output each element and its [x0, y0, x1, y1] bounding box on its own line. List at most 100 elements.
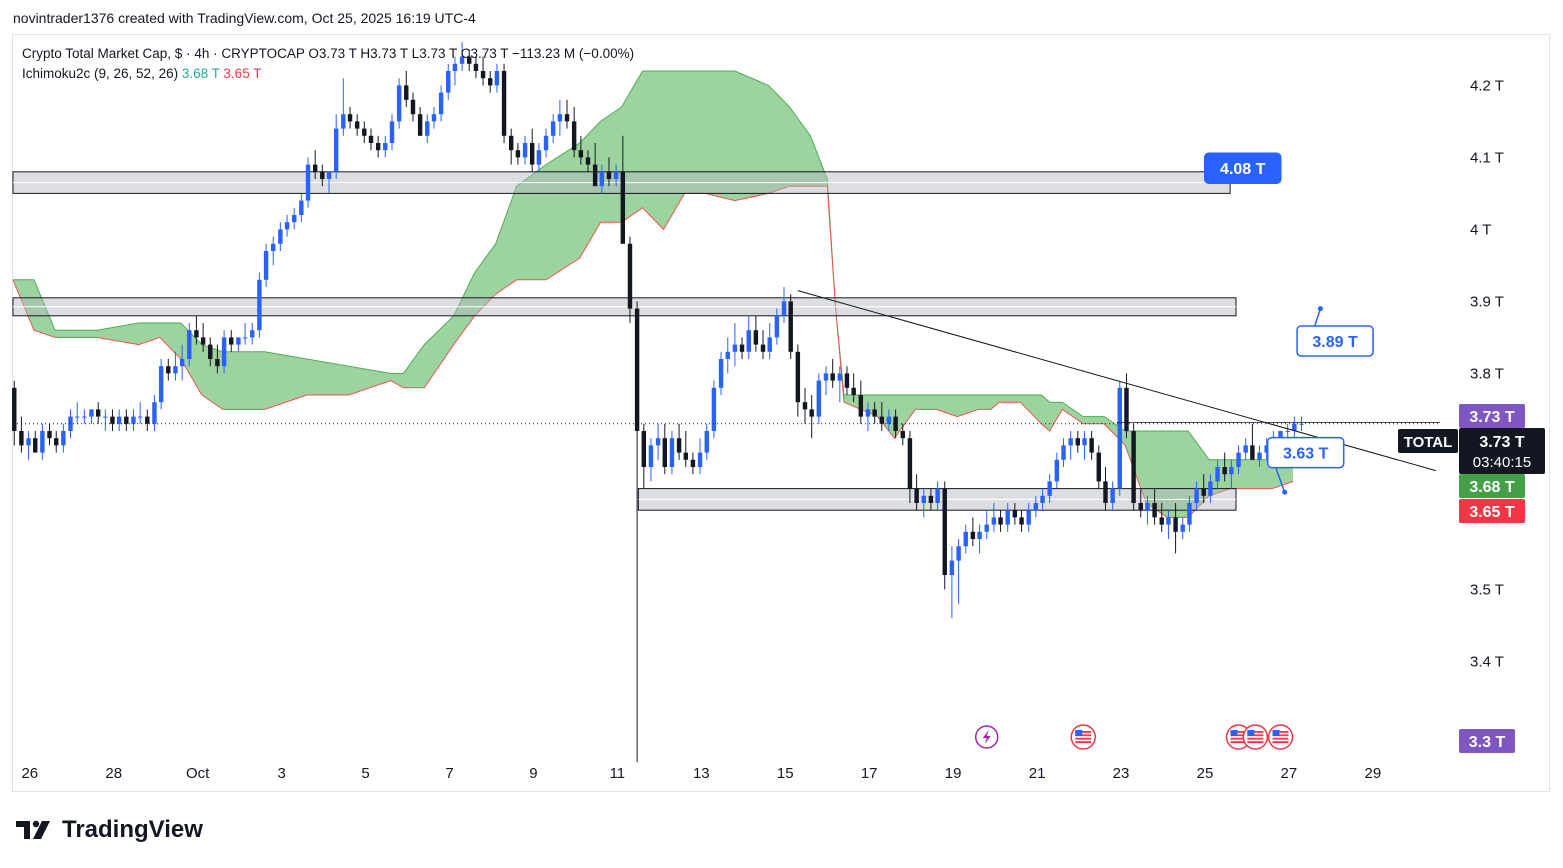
candle-body-58	[417, 114, 423, 136]
candle-body-163	[1152, 503, 1157, 518]
candle-body-124	[879, 416, 885, 424]
candle-body-159	[1124, 387, 1129, 431]
candle-body-164	[1159, 517, 1164, 525]
candle-body-112	[795, 351, 801, 403]
callout-anchor-2	[1282, 489, 1288, 495]
candle-body-120	[851, 387, 856, 395]
candle-body-3	[33, 438, 38, 453]
y-axis: 4.2 T4.1 T4 T3.9 T3.8 T3.6 T3.5 T3.4 T	[1470, 77, 1504, 670]
candle-body-149	[1054, 459, 1060, 482]
candle-body-126	[893, 416, 898, 431]
us-flag-stripe-4-0	[1272, 731, 1289, 733]
callout-label-2: 3.63 T	[1283, 446, 1329, 463]
candle-body-74	[529, 143, 535, 165]
candle-body-27	[200, 337, 206, 345]
price-label-purple-top: 3.73 T	[1469, 409, 1515, 426]
candle-body-71	[508, 135, 514, 151]
candle-body-141	[998, 517, 1003, 525]
candle-body-95	[676, 438, 682, 453]
candle-body-170	[1201, 488, 1206, 496]
candle-body-114	[809, 409, 814, 417]
candle-body-48	[347, 114, 353, 122]
candle-body-12	[95, 409, 101, 417]
candle-body-75	[536, 150, 542, 165]
candle-body-145	[1026, 510, 1031, 525]
candle-body-147	[1040, 495, 1045, 503]
candle-body-122	[865, 409, 871, 417]
callout-box-2	[1266, 436, 1345, 469]
x-tick-label-8: 13	[693, 765, 710, 782]
us-flag-stripe-1-1	[1075, 734, 1092, 737]
candle-body-99	[704, 431, 709, 453]
us-flag-stripe-4-1	[1272, 734, 1289, 737]
price-labels: 3.73 T TOTAL 3.73 T 03:40:15 3.68 T 3.65 T 3.3…	[1398, 404, 1545, 753]
candle-body-23	[173, 366, 178, 374]
x-axis: 26 28 Oct 3 5 7 9 11 13 15 17 19 21 23 25 27 29	[21, 765, 1381, 782]
candle-body-131	[928, 495, 934, 503]
candle-body-104	[739, 344, 745, 352]
chart-legend: Crypto Total Market Cap, $ · 4h · CRYPTO…	[22, 44, 634, 84]
candle-body-119	[844, 373, 850, 388]
candle-body-100	[711, 387, 717, 431]
tradingview-logo: TradingView	[16, 816, 203, 844]
us-flag-canton-1	[1075, 730, 1083, 736]
candle-body-150	[1061, 445, 1066, 460]
x-tick-label-1: 28	[105, 765, 122, 782]
candle-body-10	[82, 416, 87, 418]
y-tick-label-0: 4.2 T	[1470, 77, 1504, 94]
candle-body-93	[662, 438, 668, 467]
candle-body-62	[446, 71, 451, 93]
candle-body-82	[585, 157, 591, 165]
candle-body-154	[1089, 438, 1094, 453]
chart-caption: novintrader1376 created with TradingView…	[13, 10, 476, 26]
candle-body-54	[389, 121, 395, 143]
y-tick-label-6: 3.5 T	[1470, 581, 1504, 598]
candle-body-34	[250, 330, 255, 338]
cloud-fill	[13, 71, 1294, 518]
candle-body-49	[354, 121, 360, 129]
candle-body-28	[208, 344, 213, 359]
candle-body-66	[473, 63, 479, 71]
candle-body-80	[571, 121, 577, 151]
candle-body-169	[1194, 488, 1199, 503]
candle-body-79	[564, 114, 570, 122]
candle-body-60	[431, 114, 437, 122]
candle-body-96	[683, 452, 689, 460]
candle-body-46	[333, 128, 339, 172]
candle-body-128	[907, 438, 913, 489]
candle-body-146	[1033, 503, 1039, 511]
candle-body-73	[522, 143, 528, 158]
x-tick-label-2: Oct	[186, 765, 210, 782]
candle-body-125	[886, 416, 892, 424]
last-price-label: 3.73 T	[1479, 434, 1525, 451]
candle-body-111	[788, 301, 793, 352]
candle-body-15	[116, 416, 122, 424]
candle-body-33	[242, 337, 248, 339]
candle-body-30	[221, 337, 227, 367]
x-tick-label-6: 9	[529, 765, 537, 782]
candle-body-168	[1187, 503, 1192, 525]
cloud-span-a	[13, 70, 1294, 461]
candle-body-51	[368, 135, 374, 143]
symbol-label: TOTAL	[1404, 434, 1453, 451]
candle-body-88	[627, 243, 633, 309]
candle-body-45	[326, 171, 332, 179]
candle-body-52	[375, 143, 381, 151]
candle-body-165	[1166, 517, 1171, 525]
candle-body-50	[362, 128, 367, 136]
candle-body-87	[620, 171, 626, 244]
us-flag-stripe-4-3	[1272, 741, 1289, 743]
candle-body-0	[12, 387, 17, 431]
candle-body-26	[194, 330, 199, 338]
candle-body-173	[1222, 467, 1227, 475]
candle-body-7	[61, 431, 66, 446]
candle-body-176	[1243, 445, 1248, 453]
candle-body-36	[263, 251, 269, 280]
candle-body-53	[383, 143, 388, 151]
candle-body-172	[1215, 467, 1220, 482]
indicator-value-2: 3.65 T	[223, 66, 262, 81]
candle-body-77	[550, 121, 556, 136]
y-tick-label-7: 3.4 T	[1470, 653, 1504, 670]
us-flag-stripe-1-0	[1075, 731, 1092, 733]
